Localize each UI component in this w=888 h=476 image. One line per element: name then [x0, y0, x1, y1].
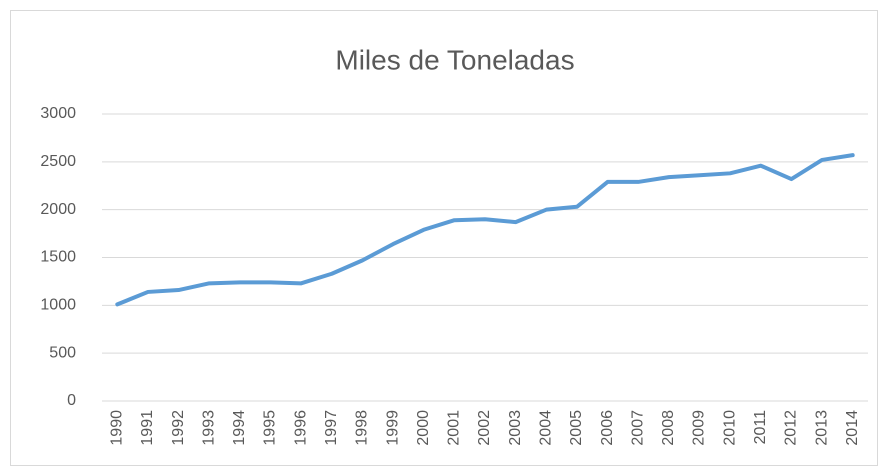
x-tick-label: 2002: [476, 410, 493, 446]
x-tick-label: 2006: [599, 410, 616, 446]
x-tick-label: 1997: [323, 410, 340, 446]
y-tick-label: 500: [49, 344, 76, 361]
y-tick-label: 0: [67, 392, 76, 409]
x-tick-label: 1993: [200, 410, 217, 446]
x-tick-label: 2003: [507, 410, 524, 446]
x-tick-label: 2012: [783, 410, 800, 446]
x-tick-label: 2009: [691, 410, 708, 446]
x-tick-label: 1999: [384, 410, 401, 446]
x-tick-label: 1991: [139, 410, 156, 446]
y-tick-label: 1500: [40, 249, 76, 266]
y-tick-label: 3000: [40, 105, 76, 122]
x-tick-label: 2013: [813, 410, 830, 446]
y-tick-label: 2500: [40, 153, 76, 170]
chart-border: [10, 10, 878, 466]
chart-title: Miles de Toneladas: [335, 44, 574, 75]
x-tick-label: 1990: [109, 410, 126, 446]
x-tick-label: 1998: [354, 410, 371, 446]
x-tick-label: 2001: [446, 410, 463, 446]
y-tick-label: 1000: [40, 297, 76, 314]
x-tick-label: 1995: [262, 410, 279, 446]
y-tick-label: 2000: [40, 201, 76, 218]
x-tick-label: 2005: [568, 410, 585, 446]
x-tick-label: 2010: [721, 410, 738, 446]
x-tick-label: 1996: [292, 410, 309, 446]
x-tick-label: 1992: [170, 410, 187, 446]
x-tick-label: 1994: [231, 410, 248, 446]
data-line: [115, 153, 855, 307]
x-tick-label: 2008: [660, 410, 677, 446]
x-tick-label: 2004: [537, 410, 554, 446]
x-tick-label: 2007: [629, 410, 646, 446]
x-tick-label: 2011: [752, 410, 769, 445]
x-tick-label: 2000: [415, 410, 432, 446]
x-tick-label: 2014: [844, 410, 861, 446]
